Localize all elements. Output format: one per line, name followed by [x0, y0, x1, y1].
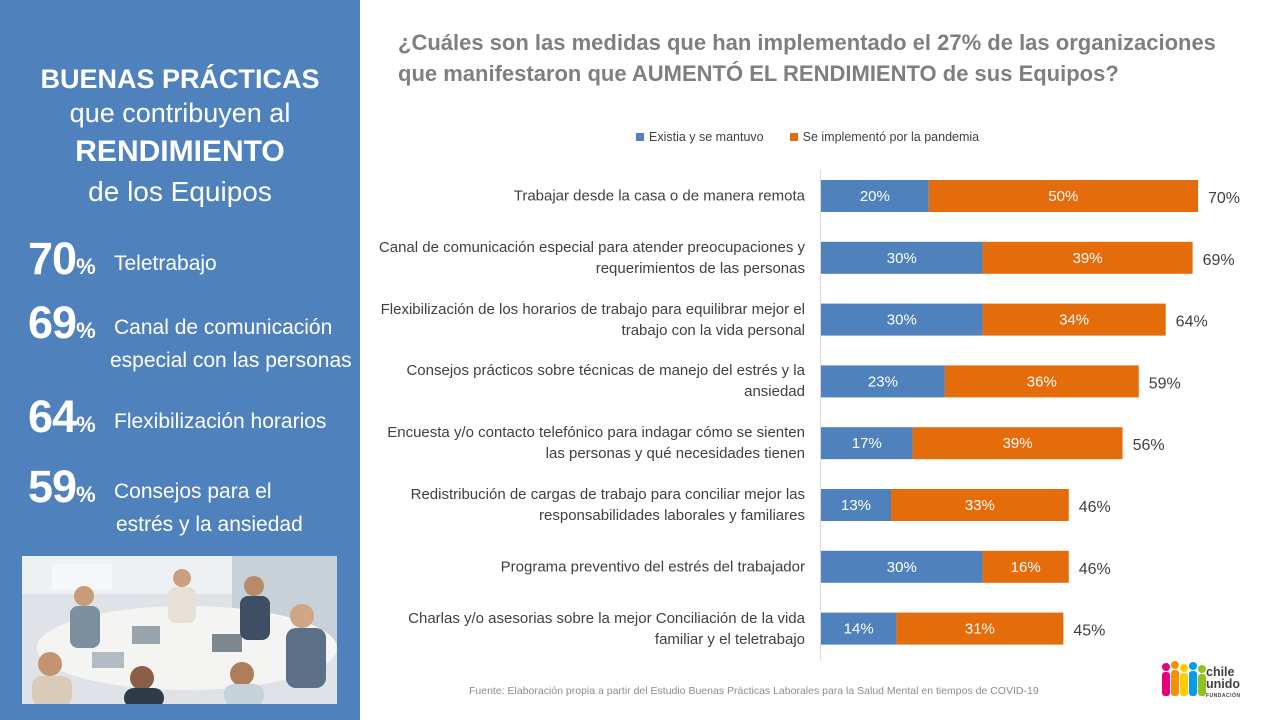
category-label: Canal de comunicación especial para aten… — [355, 237, 805, 279]
sidebar-title-line2: que contribuyen al — [69, 98, 291, 128]
data-label-pandemia: 39% — [1003, 435, 1033, 452]
data-label-existia: 23% — [868, 373, 898, 390]
data-label-pandemia: 31% — [965, 621, 995, 638]
data-label-pandemia: 34% — [1059, 312, 1089, 329]
data-label-total: 46% — [1079, 561, 1111, 578]
data-label-existia: 30% — [887, 312, 917, 329]
category-label: Trabajar desde la casa o de manera remot… — [355, 186, 805, 207]
data-label-total: 45% — [1073, 623, 1105, 640]
category-label-line: familiar y el teletrabajo — [654, 630, 805, 648]
chile-unido-logo — [1162, 661, 1206, 696]
category-label-line: responsabilidades laborales y familiares — [539, 507, 805, 524]
sidebar-title-bold: BUENAS PRÁCTICAS — [40, 64, 320, 94]
data-label-total: 69% — [1203, 252, 1235, 269]
source-footnote: Fuente: Elaboración propia a partir del … — [469, 685, 1039, 697]
category-label: Flexibilización de los horarios de traba… — [355, 299, 805, 341]
category-label-line: Consejos prácticos sobre técnicas de man… — [406, 362, 805, 380]
data-label-total: 56% — [1133, 437, 1165, 454]
question-line2: que manifestaron que AUMENTÓ EL RENDIMIE… — [398, 61, 1119, 86]
stat-label: Canal de comunicación especial con las pe… — [110, 316, 352, 372]
bar-segment-pandemia — [891, 489, 1069, 521]
bar-segment-existia — [821, 180, 929, 212]
bar-segment-existia — [821, 489, 892, 521]
data-label-existia: 17% — [852, 435, 882, 452]
data-label-pandemia: 39% — [1073, 250, 1103, 267]
bar-segment-existia — [821, 365, 945, 398]
category-label-line: Canal de comunicación especial para aten… — [378, 238, 805, 256]
stat-teletrabajo: 70% Teletrabajo — [28, 233, 217, 292]
category-axis — [820, 170, 821, 660]
legend-swatch — [789, 133, 798, 141]
category-label: Charlas y/o asesorias sobre la mejor Con… — [355, 608, 805, 650]
data-label-existia: 13% — [841, 497, 871, 514]
bar-segment-existia — [821, 612, 897, 645]
category-label-line: Flexibilización de los horarios de traba… — [380, 300, 805, 318]
data-label-existia: 20% — [860, 188, 890, 205]
data-label-pandemia: 33% — [965, 497, 995, 514]
stat-label: Teletrabajo — [114, 252, 217, 275]
bar-segment-existia — [821, 303, 983, 336]
category-label-line: Programa preventivo del estrés del traba… — [500, 558, 805, 576]
bar-segment-pandemia — [912, 427, 1123, 460]
category-label-line: trabajo con la vida personal — [621, 321, 805, 339]
bar-segment-pandemia — [928, 180, 1198, 212]
legend-item-series2: Se implementó por la pandemia — [789, 130, 980, 144]
bar-segment-pandemia — [982, 550, 1069, 583]
sidebar-panel: BUENAS PRÁCTICAS que contribuyen al REND… — [0, 0, 360, 720]
category-label-line: Charlas y/o asesorias sobre la mejor Con… — [408, 609, 805, 627]
category-label: Consejos prácticos sobre técnicas de man… — [355, 360, 805, 402]
legend-swatch — [636, 133, 644, 141]
chart-legend: Existia y se mantuvo Se implementó por l… — [636, 130, 979, 144]
bar-segment-existia — [821, 427, 913, 460]
stat-value: 64% — [28, 391, 96, 442]
bar-segment-pandemia — [896, 612, 1064, 645]
bar-segment-pandemia — [944, 365, 1139, 398]
sidebar-title-line4: de los Equipos — [88, 176, 272, 207]
logo-line3: FUNDACIÓN — [1206, 693, 1241, 699]
bar-segment-existia — [821, 550, 983, 583]
bar-segment-pandemia — [982, 303, 1166, 336]
stat-label: Flexibilización horarios — [114, 410, 327, 433]
sidebar-title-rendimiento: RENDIMIENTO — [75, 135, 285, 168]
stat-value: 70% — [28, 233, 96, 284]
logo-line1: chile — [1206, 665, 1235, 679]
data-label-existia: 14% — [844, 621, 874, 638]
data-label-total: 64% — [1176, 314, 1208, 331]
category-label-line: requerimientos de las personas — [595, 259, 805, 277]
logo-line2: unido — [1206, 677, 1241, 691]
data-label-total: 59% — [1149, 375, 1181, 392]
bar-segment-existia — [821, 241, 983, 274]
meeting-photo — [22, 556, 337, 704]
stat-value: 59% — [28, 461, 96, 512]
stat-consejos-estres: 59% Consejos para el estrés y la ansiedad — [28, 461, 303, 537]
legend-item-series1: Existia y se mantuvo — [636, 130, 764, 144]
logo-text: chile unido FUNDACIÓN — [1206, 666, 1241, 702]
data-label-existia: 30% — [887, 250, 917, 267]
stat-canal-comunicacion: 69% Canal de comunicación especial con la… — [28, 297, 352, 373]
legend-label: Existia y se mantuvo — [649, 130, 764, 144]
bar-segment-pandemia — [982, 241, 1193, 274]
data-label-pandemia: 50% — [1048, 188, 1078, 205]
stat-flexibilizacion: 64% Flexibilización horarios — [28, 391, 326, 450]
data-label-pandemia: 36% — [1027, 373, 1057, 390]
legend-label: Se implementó por la pandemia — [802, 130, 980, 144]
category-label: Encuesta y/o contacto telefónico para in… — [355, 422, 805, 464]
chart-question-title: ¿Cuáles son las medidas que han implemen… — [398, 27, 1238, 89]
data-label-existia: 30% — [887, 559, 917, 576]
category-label: Redistribución de cargas de trabajo para… — [355, 484, 805, 526]
category-label-line: Trabajar desde la casa o de manera remot… — [513, 187, 805, 205]
data-label-pandemia: 16% — [1011, 559, 1041, 576]
category-label-line: ansiedad — [744, 383, 805, 401]
sidebar-heading: BUENAS PRÁCTICAS que contribuyen al REND… — [0, 62, 360, 210]
category-label-line: Redistribución de cargas de trabajo para… — [410, 486, 805, 503]
data-label-total: 46% — [1079, 499, 1111, 516]
question-line1: ¿Cuáles son las medidas que han implemen… — [398, 30, 1216, 55]
data-label-total: 70% — [1208, 190, 1240, 207]
stat-label: Consejos para el estrés y la ansiedad — [114, 480, 303, 536]
category-label: Programa preventivo del estrés del traba… — [355, 556, 805, 577]
stat-value: 69% — [28, 297, 96, 348]
category-label-line: las personas y qué necesidades tienen — [545, 445, 805, 463]
category-label-line: Encuesta y/o contacto telefónico para in… — [387, 424, 805, 442]
